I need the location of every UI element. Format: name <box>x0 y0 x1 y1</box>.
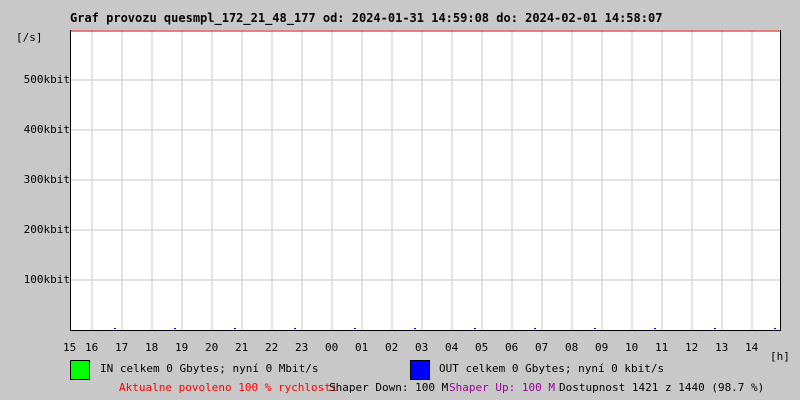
out-data-mark <box>234 328 236 329</box>
x-tick-label: 04 <box>445 341 459 354</box>
out-legend-swatch <box>410 360 430 380</box>
out-data-mark <box>774 328 776 329</box>
x-tick-label: 15 <box>63 341 77 354</box>
shaper-up-text: Shaper Up: 100 M <box>449 381 555 394</box>
x-tick-label: 11 <box>655 341 669 354</box>
x-tick-label: 00 <box>325 341 339 354</box>
x-tick-label: 17 <box>115 341 129 354</box>
x-tick-label: 16 <box>85 341 99 354</box>
x-tick-label: 21 <box>235 341 249 354</box>
out-data-mark <box>414 328 416 329</box>
y-axis-label: [/s] <box>16 31 43 44</box>
y-tick-label: 100kbit <box>23 273 70 286</box>
out-legend-text: OUT celkem 0 Gbytes; nyní 0 kbit/s <box>439 362 665 375</box>
x-tick-label: 07 <box>535 341 549 354</box>
out-data-mark <box>594 328 596 329</box>
out-data-mark <box>174 328 176 329</box>
x-tick-label: 14 <box>745 341 759 354</box>
y-tick-label: 200kbit <box>23 223 70 236</box>
in-legend-text: IN celkem 0 Gbytes; nyní 0 Mbit/s <box>100 362 319 375</box>
out-data-mark <box>294 328 296 329</box>
x-tick-label: 10 <box>625 341 639 354</box>
availability-text: Dostupnost 1421 z 1440 (98.7 %) <box>559 381 765 394</box>
allowed-speed-text: Aktualne povoleno 100 % rychlosti <box>119 381 338 394</box>
y-tick-label: 300kbit <box>23 173 70 186</box>
y-tick-label: 400kbit <box>23 123 70 136</box>
x-tick-label: 19 <box>175 341 189 354</box>
x-tick-label: 09 <box>595 341 609 354</box>
x-tick-label: 05 <box>475 341 489 354</box>
x-tick-label: 18 <box>145 341 159 354</box>
out-data-mark <box>114 328 116 329</box>
x-axis-label: [h] <box>770 350 790 363</box>
x-tick-label: 12 <box>685 341 699 354</box>
x-tick-label: 01 <box>355 341 369 354</box>
x-tick-label: 20 <box>205 341 219 354</box>
shaper-down-text: Shaper Down: 100 M <box>329 381 449 394</box>
x-tick-label: 23 <box>295 341 309 354</box>
x-tick-label: 02 <box>385 341 399 354</box>
out-data-mark <box>534 328 536 329</box>
out-data-mark <box>354 328 356 329</box>
out-data-mark <box>654 328 656 329</box>
out-data-mark <box>474 328 476 329</box>
in-legend-swatch <box>70 360 90 380</box>
x-tick-label: 22 <box>265 341 279 354</box>
chart-title: Graf provozu quesmpl_172_21_48_177 od: 2… <box>70 11 663 25</box>
plot-border <box>70 30 781 331</box>
x-tick-label: 06 <box>505 341 519 354</box>
y-tick-label: 500kbit <box>23 73 70 86</box>
x-tick-label: 13 <box>715 341 729 354</box>
x-tick-label: 03 <box>415 341 429 354</box>
x-tick-label: 08 <box>565 341 579 354</box>
out-data-mark <box>714 328 716 329</box>
